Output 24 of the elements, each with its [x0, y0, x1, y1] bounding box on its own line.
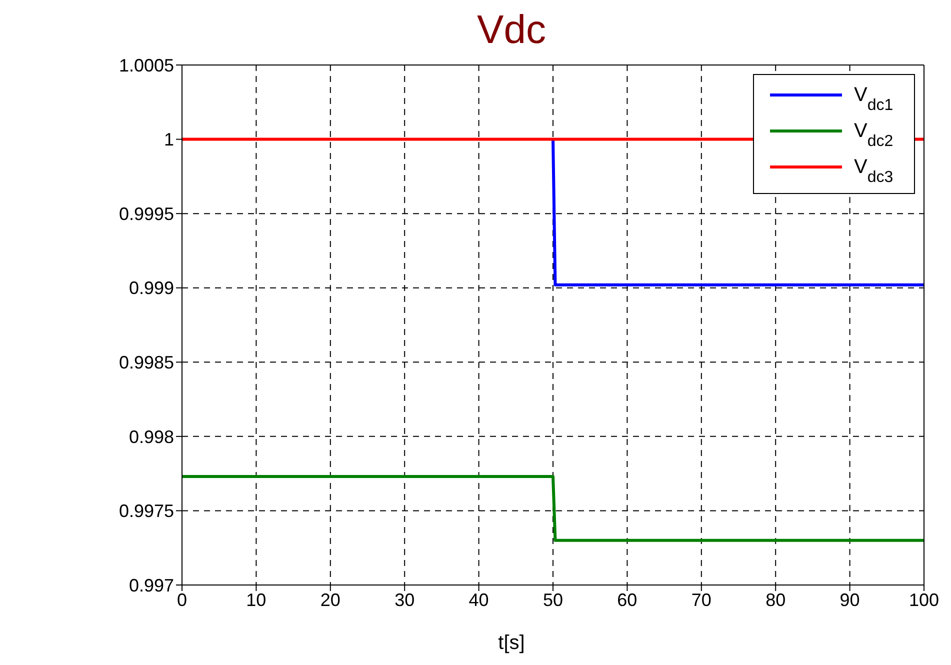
y-tick-label: 0.9985: [118, 352, 174, 373]
legend-label: V$_{dc3}$: [854, 156, 894, 186]
y-tick-label: 1.0005: [118, 55, 174, 76]
y-tick-label: 1: [164, 130, 174, 150]
x-tick-label: 30: [394, 590, 415, 610]
x-tick-label: 80: [766, 590, 786, 610]
x-axis-title: t[s]: [497, 632, 526, 655]
y-tick-label: 0.9975: [118, 501, 174, 522]
x-tick-label: 10: [246, 590, 266, 610]
legend-label: V$_{dc2}$: [854, 120, 894, 150]
y-tick-label: 0.998: [128, 426, 174, 447]
x-tick-label: 20: [320, 590, 340, 610]
legend-label: V$_{dc1}$: [854, 84, 894, 114]
x-tick-label: 60: [617, 590, 638, 610]
x-tick-label: 100: [908, 590, 940, 610]
y-tick-label: 0.997: [128, 575, 174, 596]
y-tick-label: 0.999: [128, 278, 174, 298]
x-tick-label: 40: [468, 590, 489, 610]
x-tick-label: 90: [840, 590, 860, 610]
x-tick-label: 0: [176, 590, 188, 610]
x-tick-label: 50: [542, 590, 564, 610]
y-tick-label: 0.9995: [118, 204, 174, 224]
x-tick-label: 70: [691, 590, 712, 610]
chart-title: Vdc: [476, 8, 547, 53]
